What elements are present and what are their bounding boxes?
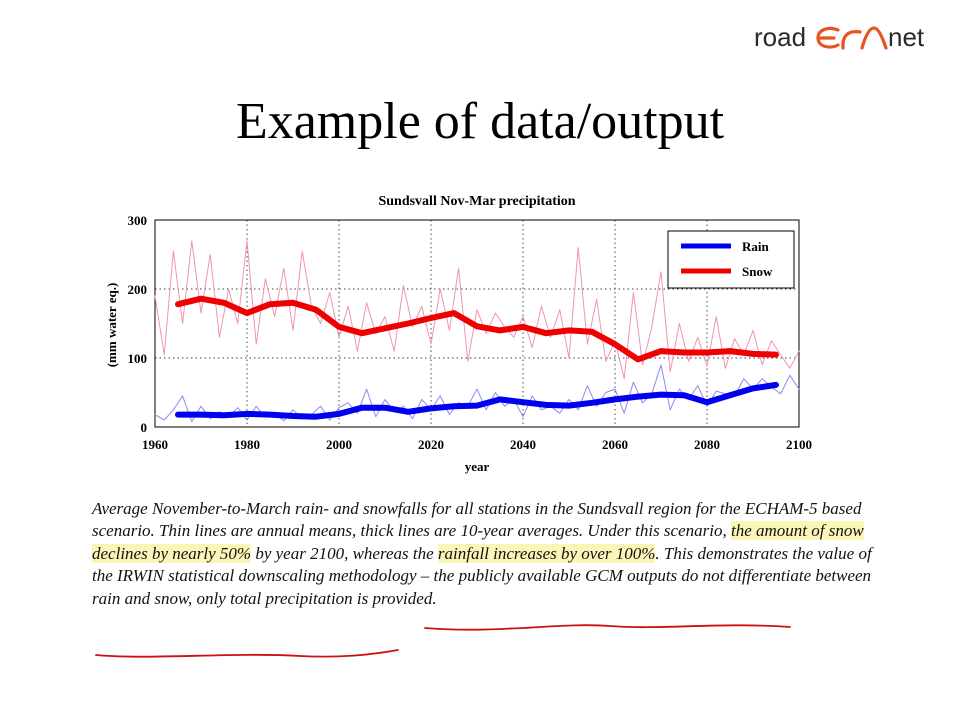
roadera-net-logo: road net [754, 22, 925, 52]
precipitation-chart: Sundsvall Nov-Mar precipitation 1960 1980… [104, 194, 812, 474]
legend-snow-label: Snow [742, 264, 773, 279]
caption-text: Average November-to-March rain- and snow… [92, 498, 892, 610]
x-tick-label: 1960 [142, 437, 168, 452]
x-tick-labels: 1960 1980 2000 2020 2040 2060 2080 2100 [142, 437, 812, 452]
underline-stroke-bottom [95, 649, 399, 658]
y-tick-label: 300 [128, 213, 148, 228]
slide-title: Example of data/output [235, 93, 725, 150]
y-tick-label: 200 [128, 282, 148, 297]
legend-box [667, 230, 795, 289]
y-axis-label: (mm water eq.) [104, 283, 119, 368]
caption-part-1: Average November-to-March rain- and snow… [92, 499, 862, 541]
x-axis-label: year [465, 459, 490, 474]
x-tick-label: 2000 [326, 437, 352, 452]
x-tick-label: 2080 [694, 437, 720, 452]
y-tick-labels: 0 100 200 300 [128, 213, 148, 435]
legend: Rain Snow [667, 230, 795, 289]
x-tick-label: 1980 [234, 437, 260, 452]
x-tick-label: 2100 [786, 437, 812, 452]
logo-era-mark [816, 26, 888, 50]
caption-part-3: . This demonstrates the value of the IRW… [92, 543, 872, 586]
logo-road-text: road [754, 22, 806, 52]
x-tick-label: 2060 [602, 437, 628, 452]
y-tick-label: 100 [128, 351, 148, 366]
underline-stroke-top [424, 624, 791, 631]
x-tick-label: 2040 [510, 437, 536, 452]
y-tick-label: 0 [141, 420, 148, 435]
chart-title: Sundsvall Nov-Mar precipitation [378, 194, 575, 209]
caption-part-4: , only total precipitation is provided. [188, 588, 437, 608]
series-lines [154, 240, 800, 422]
x-tick-label: 2020 [418, 437, 444, 452]
snow-series-line [175, 295, 779, 363]
legend-rain-label: Rain [742, 239, 770, 254]
logo-net-text: net [888, 22, 925, 52]
caption-part-2: by year 2100, whereas the [251, 543, 438, 563]
caption-highlight-rain: rainfall increases by over 100% [437, 543, 656, 563]
rain-series-line [175, 381, 779, 420]
caption-underlined-gcm: the publicly available GCM outputs do no… [92, 566, 872, 608]
